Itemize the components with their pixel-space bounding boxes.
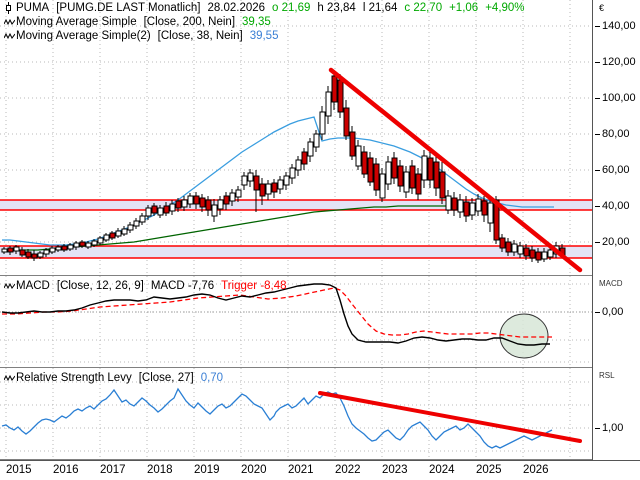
ma200-value: 39,35 (242, 16, 271, 28)
low-label: l (362, 2, 366, 15)
macd-trigger-line (2, 287, 552, 338)
price-tick-80: 80,00 (595, 128, 630, 140)
right-axis[interactable]: € 140,00 120,00 100,00 80,00 60,00 40,00… (592, 0, 640, 460)
wave-icon (4, 282, 15, 290)
price-tick-40-label: 40,00 (602, 200, 630, 212)
rsl-indicator-params: [Close, 27] (138, 372, 194, 384)
quote-date: 28.02.2026 (207, 2, 266, 15)
price-tick-100: 100,00 (595, 92, 636, 104)
macd-value: -7,76 (187, 280, 215, 292)
rsl-indicator-name: Relative Strength Levy (16, 372, 132, 384)
legend-row-ma200[interactable]: Moving Average Simple [Close, 200, Nein] 3… (4, 16, 271, 28)
rsl-panel[interactable] (0, 368, 592, 460)
currency-unit: € (599, 3, 605, 13)
xaxis-label-2022: 2022 (335, 464, 361, 476)
xaxis-label-2021: 2021 (288, 464, 314, 476)
ma38-name: Moving Average Simple(2) (16, 30, 151, 42)
support-band (0, 245, 592, 259)
ma38-params: [Close, 38, Nein] (157, 30, 243, 42)
rsl-legend-row[interactable]: Relative Strength Levy [Close, 27] 0,70 (4, 372, 223, 384)
rsl-line (1, 387, 553, 449)
price-panel-divider (0, 275, 592, 276)
rsl-tick-1-label: 1,00 (602, 422, 624, 434)
xaxis-label-2019: 2019 (194, 464, 220, 476)
legend-row-instrument[interactable]: PUMA [PUMG.DE LAST Monatlich] 28.02.2026 o … (4, 2, 525, 14)
macd-line (1, 283, 550, 346)
rsl-axis-title: RSL (599, 371, 615, 380)
macd-trigger-value: -8,48 (260, 280, 287, 292)
rsl-panel-divider (0, 459, 592, 460)
candlestick-series (1, 70, 566, 263)
macd-highlight-ellipse (499, 313, 549, 359)
xaxis-label-2024: 2024 (429, 464, 455, 476)
xaxis-label-2023: 2023 (382, 464, 408, 476)
price-tick-140-label: 140,00 (602, 20, 636, 32)
xaxis-label-2020: 2020 (241, 464, 267, 476)
close-value: 22,70 (413, 2, 443, 15)
price-tick-20-label: 20,00 (602, 236, 630, 248)
price-tick-20: 20,00 (595, 236, 630, 248)
open-value: 21,69 (281, 2, 311, 15)
macd-axis-title: MACD (599, 279, 623, 288)
rsl-plot (0, 368, 592, 460)
price-tick-100-label: 100,00 (602, 92, 636, 104)
candlestick-icon (4, 2, 13, 14)
xaxis-label-2025: 2025 (476, 464, 502, 476)
ma200-name: Moving Average Simple (16, 16, 137, 28)
ma38-value: 39,55 (249, 30, 279, 42)
macd-value-label: MACD (150, 280, 185, 292)
macd-plot (0, 276, 592, 368)
wave-icon (4, 32, 15, 40)
price-plot (0, 0, 592, 276)
price-tick-80-label: 80,00 (602, 128, 630, 140)
price-tick-120: 120,00 (595, 56, 636, 68)
price-tick-140: 140,00 (595, 20, 636, 32)
xaxis-label-2026: 2026 (523, 464, 549, 476)
symbol-label: PUMA (16, 2, 50, 15)
open-label: o (272, 2, 279, 15)
macd-indicator-name: MACD (16, 280, 50, 292)
macd-legend-row[interactable]: MACD [Close, 12, 26, 9] MACD -7,76 Trigger … (4, 280, 287, 292)
x-axis[interactable]: 2015 2016 2017 2018 2019 2020 2021 2022 … (0, 460, 640, 480)
high-label: h (317, 2, 324, 15)
price-trendline (328, 67, 583, 273)
rsl-value: 0,70 (200, 372, 224, 384)
wave-icon (4, 374, 15, 382)
xaxis-label-2015: 2015 (6, 464, 32, 476)
macd-panel-divider (0, 367, 592, 368)
close-label: c (404, 2, 411, 15)
change-absolute: +1,06 (449, 2, 479, 15)
rsl-trendline (318, 391, 582, 443)
low-value: 21,64 (368, 2, 398, 15)
legend-row-ma38[interactable]: Moving Average Simple(2) [Close, 38, Nein… (4, 30, 278, 42)
macd-trigger-label: Trigger (221, 280, 258, 292)
price-panel[interactable] (0, 0, 592, 276)
wave-icon (4, 18, 15, 26)
xaxis-label-2018: 2018 (147, 464, 173, 476)
macd-indicator-params: [Close, 12, 26, 9] (56, 280, 144, 292)
xaxis-label-2016: 2016 (53, 464, 79, 476)
ma200-params: [Close, 200, Nein] (143, 16, 236, 28)
price-tick-120-label: 120,00 (602, 56, 636, 68)
price-tick-40: 40,00 (595, 200, 630, 212)
xaxis-label-2017: 2017 (100, 464, 126, 476)
chart-legend: PUMA [PUMG.DE LAST Monatlich] 28.02.2026 o … (0, 0, 592, 46)
high-value: 23,84 (327, 2, 356, 15)
instrument-descriptor: [PUMG.DE LAST Monatlich] (56, 2, 201, 15)
change-percent: +4,90% (485, 2, 525, 15)
rsl-tick-1: 1,00 (595, 422, 624, 434)
macd-panel[interactable] (0, 276, 592, 368)
price-tick-60: 60,00 (595, 164, 630, 176)
price-tick-60-label: 60,00 (602, 164, 630, 176)
macd-tick-0-label: 0,00 (602, 306, 624, 318)
macd-tick-0: 0,00 (595, 306, 624, 318)
